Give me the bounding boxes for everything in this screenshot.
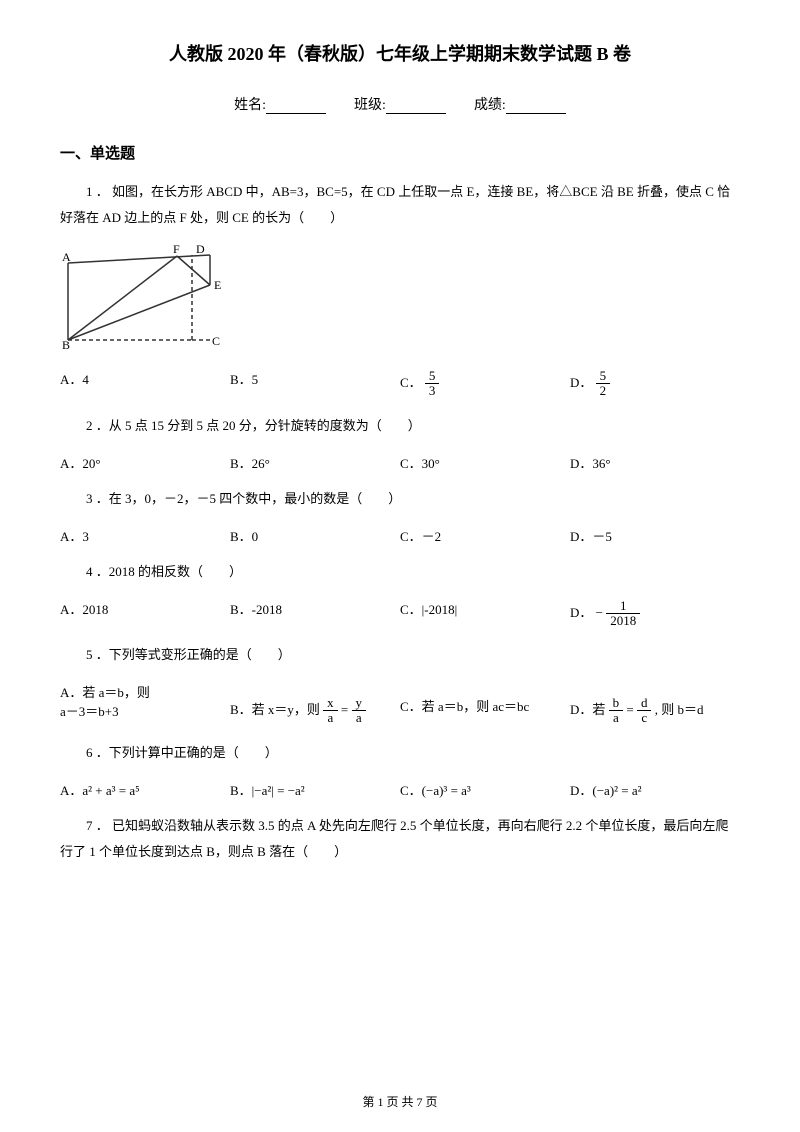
class-label: 班级: xyxy=(354,98,386,113)
score-label: 成绩: xyxy=(474,98,506,113)
q4-opt-B: B．-2018 xyxy=(230,599,400,629)
q1-options: A．4 B．5 C． 53 D． 52 xyxy=(60,369,740,399)
fig-label-A: A xyxy=(62,250,71,264)
q4-opt-A: A．2018 xyxy=(60,599,230,629)
q2-options: A．20° B．26° C．30° D．36° xyxy=(60,453,740,472)
fraction-icon: ba xyxy=(609,696,624,726)
fig-label-D: D xyxy=(196,245,205,256)
q5-opt-D: D．若 ba = dc , 则 b＝d xyxy=(570,682,740,726)
rectangle-fold-diagram: A F D E B C xyxy=(60,245,230,355)
class-blank xyxy=(386,99,446,114)
fraction-icon: 12018 xyxy=(606,599,640,629)
fig-label-C: C xyxy=(212,334,220,348)
name-blank xyxy=(266,99,326,114)
fig-label-E: E xyxy=(214,278,221,292)
q3-opt-C: C．－2 xyxy=(400,526,570,545)
q5-opt-A: A．若 a＝b，则 a－3＝b+3 xyxy=(60,682,230,726)
q5-A-line2: a－3＝b+3 xyxy=(60,701,230,720)
q1-D-pre: D． xyxy=(570,375,592,390)
fig-label-F: F xyxy=(173,245,180,256)
q7-text: 7 ． 已知蚂蚁沿数轴从表示数 3.5 的点 A 处先向左爬行 2.5 个单位长… xyxy=(60,813,740,865)
fraction-icon: dc xyxy=(637,696,652,726)
q4-options: A．2018 B．-2018 C．|-2018| D． − 12018 xyxy=(60,599,740,629)
fraction-icon: 52 xyxy=(596,369,611,399)
q1-opt-B: B．5 xyxy=(230,369,400,399)
fraction-icon: xa xyxy=(323,696,338,726)
section-heading: 一、单选题 xyxy=(60,142,740,163)
q2-opt-A: A．20° xyxy=(60,453,230,472)
q5-options: A．若 a＝b，则 a－3＝b+3 B．若 x＝y，则 xa = ya C．若 … xyxy=(60,682,740,726)
q6-opt-A: A．a² + a³ = a⁵ xyxy=(60,780,230,799)
q1-opt-D: D． 52 xyxy=(570,369,740,399)
q2-opt-C: C．30° xyxy=(400,453,570,472)
q2-text: 2 ．从 5 点 15 分到 5 点 20 分，分针旋转的度数为（ ） xyxy=(60,413,740,439)
q1-text: 1 ． 如图，在长方形 ABCD 中，AB=3，BC=5，在 CD 上任取一点 … xyxy=(60,179,740,231)
q3-options: A．3 B．0 C．－2 D．－5 xyxy=(60,526,740,545)
q5-B-eq: = xyxy=(341,702,352,717)
score-blank xyxy=(506,99,566,114)
q5-D-eq: = xyxy=(626,702,637,717)
q1-figure: A F D E B C xyxy=(60,245,740,355)
q4-D-pre: D． xyxy=(570,604,592,619)
fraction-icon: ya xyxy=(352,696,367,726)
q5-D-pre: D．若 xyxy=(570,702,609,717)
q6-opt-C: C．(−a)³ = a³ xyxy=(400,780,570,799)
exam-title: 人教版 2020 年（春秋版）七年级上学期期末数学试题 B 卷 xyxy=(60,40,740,66)
q6-options: A．a² + a³ = a⁵ B．|−a²| = −a² C．(−a)³ = a… xyxy=(60,780,740,799)
q4-opt-D: D． − 12018 xyxy=(570,599,740,629)
q3-opt-B: B．0 xyxy=(230,526,400,545)
q5-text: 5 ．下列等式变形正确的是（ ） xyxy=(60,642,740,668)
q5-opt-B: B．若 x＝y，则 xa = ya xyxy=(230,682,400,726)
q1-opt-A: A．4 xyxy=(60,369,230,399)
fraction-icon: 53 xyxy=(425,369,440,399)
q4-text: 4 ．2018 的相反数（ ） xyxy=(60,559,740,585)
q1-C-pre: C． xyxy=(400,375,422,390)
q6-opt-D: D．(−a)² = a² xyxy=(570,780,740,799)
q3-text: 3 ．在 3，0，－2，－5 四个数中，最小的数是（ ） xyxy=(60,486,740,512)
q5-D-post: , 则 b＝d xyxy=(655,702,704,717)
q5-B-pre: B．若 x＝y，则 xyxy=(230,702,323,717)
fig-label-B: B xyxy=(62,338,70,352)
q3-opt-A: A．3 xyxy=(60,526,230,545)
q1-opt-C: C． 53 xyxy=(400,369,570,399)
q5-A-line1: A．若 a＝b，则 xyxy=(60,682,230,701)
page-footer: 第 1 页 共 7 页 xyxy=(0,1093,800,1110)
q2-opt-B: B．26° xyxy=(230,453,400,472)
q6-opt-B: B．|−a²| = −a² xyxy=(230,780,400,799)
q3-opt-D: D．－5 xyxy=(570,526,740,545)
q4-opt-C: C．|-2018| xyxy=(400,599,570,629)
q4-D-neg: − xyxy=(596,605,603,621)
name-label: 姓名: xyxy=(234,98,266,113)
q5-opt-C: C．若 a＝b，则 ac＝bc xyxy=(400,682,570,726)
q6-text: 6 ．下列计算中正确的是（ ） xyxy=(60,740,740,766)
exam-page: 人教版 2020 年（春秋版）七年级上学期期末数学试题 B 卷 姓名: 班级: … xyxy=(0,0,800,1132)
q2-opt-D: D．36° xyxy=(570,453,740,472)
student-info-line: 姓名: 班级: 成绩: xyxy=(60,94,740,114)
